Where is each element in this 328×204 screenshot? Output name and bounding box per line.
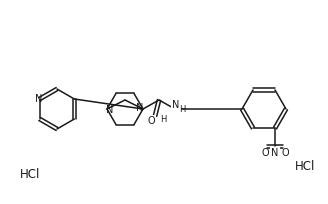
- Text: H: H: [179, 105, 185, 114]
- Text: HCl: HCl: [20, 167, 40, 181]
- Text: O: O: [147, 116, 155, 126]
- Text: N: N: [136, 103, 144, 113]
- Text: N: N: [35, 94, 42, 104]
- Text: N: N: [106, 105, 114, 115]
- Text: O: O: [261, 148, 269, 158]
- Text: N: N: [172, 100, 180, 110]
- Text: H: H: [160, 114, 166, 123]
- Text: HCl: HCl: [295, 160, 316, 173]
- Text: N: N: [271, 148, 279, 158]
- Text: O: O: [281, 148, 289, 158]
